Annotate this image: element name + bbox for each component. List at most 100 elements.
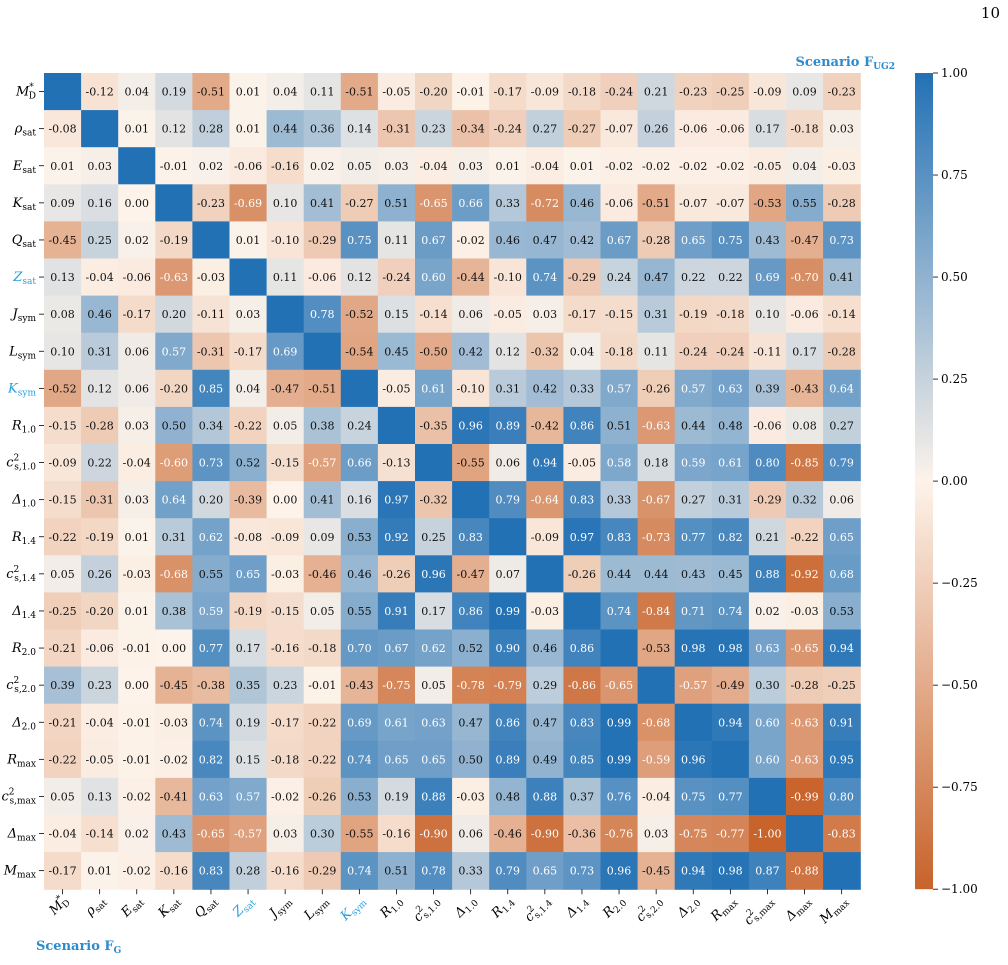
column-label: Δ2.0	[674, 893, 704, 923]
heatmap-cell	[377, 295, 416, 334]
cell-value: -0.16	[271, 642, 299, 655]
heatmap-cell	[823, 740, 861, 779]
heatmap-cell	[118, 555, 156, 593]
cell-value: 0.64	[829, 382, 854, 395]
heatmap-cell	[637, 258, 676, 297]
column-label: c2s,max	[740, 892, 778, 930]
cell-value: 0.03	[829, 123, 854, 136]
cell-value: -0.86	[568, 679, 596, 692]
cell-value: 0.77	[681, 531, 706, 544]
cell-value: -0.67	[642, 494, 670, 507]
heatmap-cell	[674, 518, 713, 556]
cell-value: 0.19	[162, 86, 187, 99]
heatmap-cell	[786, 666, 824, 705]
heatmap-cell	[340, 110, 379, 148]
heatmap-cell	[415, 518, 453, 556]
heatmap-cell	[192, 481, 231, 519]
cell-value: -0.83	[828, 828, 856, 841]
cell-value: 0.68	[829, 568, 854, 581]
cell-value: 0.23	[273, 679, 298, 692]
cell-value: 0.39	[755, 382, 780, 395]
cell-value: -0.22	[790, 531, 818, 544]
cell-value: 0.37	[570, 790, 595, 803]
cell-value: -0.57	[234, 828, 262, 841]
heatmap-cell	[637, 110, 676, 148]
heatmap-cell	[748, 221, 787, 260]
cell-value: -0.02	[642, 160, 670, 173]
heatmap-cell	[526, 592, 564, 631]
heatmap-cell	[303, 555, 342, 593]
heatmap-cell	[823, 555, 861, 593]
colorbar-tick-label: −1.00	[941, 882, 978, 896]
cell-value: 0.17	[755, 123, 780, 136]
heatmap-cell	[118, 147, 156, 185]
cell-value: 0.33	[458, 865, 483, 878]
cell-value: 0.24	[347, 419, 372, 432]
cell-value: -0.52	[48, 382, 76, 395]
heatmap-cell	[823, 815, 861, 853]
heatmap-cell	[600, 740, 639, 779]
cell-value: -0.47	[457, 568, 485, 581]
cell-value: 0.05	[310, 605, 335, 618]
cell-value: 0.53	[829, 605, 854, 618]
heatmap-cell	[711, 852, 750, 890]
row-label: c2 s,max	[2, 787, 36, 806]
heatmap-cell	[81, 815, 119, 853]
cell-value: 0.26	[87, 568, 112, 581]
heatmap-cell	[229, 555, 268, 593]
column-label: Qsat	[192, 893, 221, 922]
heatmap-cell	[823, 592, 861, 631]
heatmap-cell	[155, 592, 193, 631]
heatmap-cell	[563, 777, 602, 816]
cell-value: -0.39	[234, 494, 262, 507]
cell-value: 0.05	[347, 160, 372, 173]
heatmap-cell	[415, 740, 453, 779]
cell-value: 0.01	[236, 86, 261, 99]
heatmap-cell	[303, 481, 342, 519]
heatmap-cell	[637, 852, 676, 890]
heatmap-cell	[637, 815, 676, 853]
cell-value: 0.87	[755, 865, 780, 878]
cell-value: 0.45	[384, 345, 409, 358]
heatmap-cell	[303, 740, 342, 779]
heatmap-cell	[600, 221, 639, 260]
heatmap-cell	[526, 332, 564, 371]
heatmap-cell	[748, 295, 787, 334]
cell-value: -0.69	[234, 197, 262, 210]
cell-value: 0.74	[607, 605, 632, 618]
heatmap-cell	[44, 518, 82, 556]
heatmap-cell	[303, 852, 342, 890]
cell-value: -0.02	[716, 160, 744, 173]
heatmap-cell	[229, 703, 268, 742]
heatmap-cell	[674, 147, 713, 185]
cell-value: -0.99	[790, 790, 818, 803]
cell-value: 0.94	[533, 457, 558, 470]
heatmap-cell	[711, 740, 750, 779]
heatmap-cell	[81, 258, 119, 297]
cell-value: -0.70	[790, 271, 818, 284]
heatmap-cell	[415, 110, 453, 148]
cell-value: -0.03	[790, 605, 818, 618]
cell-value: -0.18	[790, 123, 818, 136]
cell-value: 0.18	[644, 457, 669, 470]
heatmap-cell	[340, 147, 379, 185]
cell-value: 0.28	[199, 123, 224, 136]
row-label: Δmax	[7, 827, 36, 844]
heatmap-cell	[748, 481, 787, 519]
cell-value: -0.26	[642, 382, 670, 395]
heatmap-cell	[489, 777, 527, 816]
row-label: R2.0	[11, 641, 36, 658]
cell-value: 0.86	[570, 642, 595, 655]
heatmap-cell	[823, 666, 861, 705]
heatmap-cell	[377, 258, 416, 297]
heatmap-cell	[81, 147, 119, 185]
cell-value: -0.68	[160, 568, 188, 581]
heatmap-cell	[786, 703, 824, 742]
heatmap-cell	[786, 444, 824, 482]
cell-value: 0.41	[829, 271, 854, 284]
cell-value: 0.01	[570, 160, 595, 173]
cell-value: 0.03	[125, 494, 150, 507]
heatmap-cell	[563, 852, 602, 890]
heatmap-cell	[266, 703, 305, 742]
heatmap-cell	[118, 221, 156, 260]
